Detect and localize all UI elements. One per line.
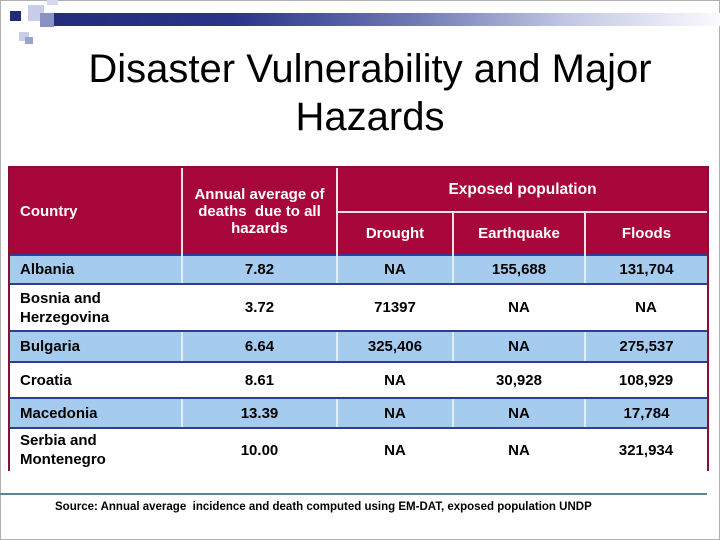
header-annual-deaths: Annual average of deaths due to all haza… xyxy=(181,168,337,255)
cell-floods: 108,929 xyxy=(585,362,707,398)
hazards-table-frame: Country Annual average of deaths due to … xyxy=(8,166,709,471)
cell-floods: 17,784 xyxy=(584,397,707,429)
table-row: Macedonia 13.39 NA NA 17,784 xyxy=(10,397,707,429)
cell-floods: 321,934 xyxy=(585,428,707,471)
header-country: Country xyxy=(10,168,182,255)
table-row: Serbia and Montenegro 10.00 NA NA 321,93… xyxy=(10,428,707,471)
cell-floods: NA xyxy=(585,284,707,331)
cell-annual: 7.82 xyxy=(181,254,337,285)
cell-annual: 10.00 xyxy=(182,428,337,471)
table-row: Albania 7.82 NA 155,688 131,704 xyxy=(10,254,707,285)
cell-country: Macedonia xyxy=(10,397,182,429)
hazards-table: Country Annual average of deaths due to … xyxy=(10,168,707,471)
header-earthquake: Earthquake xyxy=(452,212,585,255)
header-gradient-bar xyxy=(43,13,720,26)
cell-earthquake: NA xyxy=(452,397,585,429)
cell-earthquake: 30,928 xyxy=(453,362,585,398)
cell-country: Croatia xyxy=(10,362,182,398)
divider-line xyxy=(0,493,707,495)
cell-drought: NA xyxy=(337,362,453,398)
source-note: Source: Annual average incidence and dea… xyxy=(55,501,592,513)
cell-country: Serbia and Montenegro xyxy=(10,428,182,471)
cell-drought: 325,406 xyxy=(336,330,453,363)
cell-drought: NA xyxy=(336,397,453,429)
cell-drought: NA xyxy=(336,254,453,285)
header-drought: Drought xyxy=(336,212,453,255)
cell-earthquake: NA xyxy=(453,428,585,471)
deco-square-navy xyxy=(10,11,21,21)
cell-country: Bulgaria xyxy=(10,330,182,363)
cell-drought: NA xyxy=(337,428,453,471)
table-row: Bosnia and Herzegovina 3.72 71397 NA NA xyxy=(10,284,707,331)
deco-square-light-lower xyxy=(19,32,29,41)
cell-drought: 71397 xyxy=(337,284,453,331)
table-row: Croatia 8.61 NA 30,928 108,929 xyxy=(10,362,707,398)
header-exposed-population: Exposed population xyxy=(336,168,707,213)
header-floods: Floods xyxy=(584,212,707,255)
deco-square-medium-small xyxy=(25,37,33,44)
cell-earthquake: 155,688 xyxy=(452,254,585,285)
deco-square-medium xyxy=(40,13,54,27)
table-header: Country Annual average of deaths due to … xyxy=(10,168,707,255)
cell-earthquake: NA xyxy=(453,284,585,331)
cell-floods: 275,537 xyxy=(584,330,707,363)
cell-annual: 8.61 xyxy=(182,362,337,398)
table-row: Bulgaria 6.64 325,406 NA 275,537 xyxy=(10,330,707,363)
cell-annual: 6.64 xyxy=(181,330,337,363)
cell-annual: 3.72 xyxy=(182,284,337,331)
cell-country: Albania xyxy=(10,254,182,285)
cell-annual: 13.39 xyxy=(181,397,337,429)
cell-floods: 131,704 xyxy=(584,254,707,285)
cell-country: Bosnia and Herzegovina xyxy=(10,284,182,331)
slide-title: Disaster Vulnerability and Major Hazards xyxy=(88,47,652,139)
cell-earthquake: NA xyxy=(452,330,585,363)
deco-square-top xyxy=(47,0,58,5)
